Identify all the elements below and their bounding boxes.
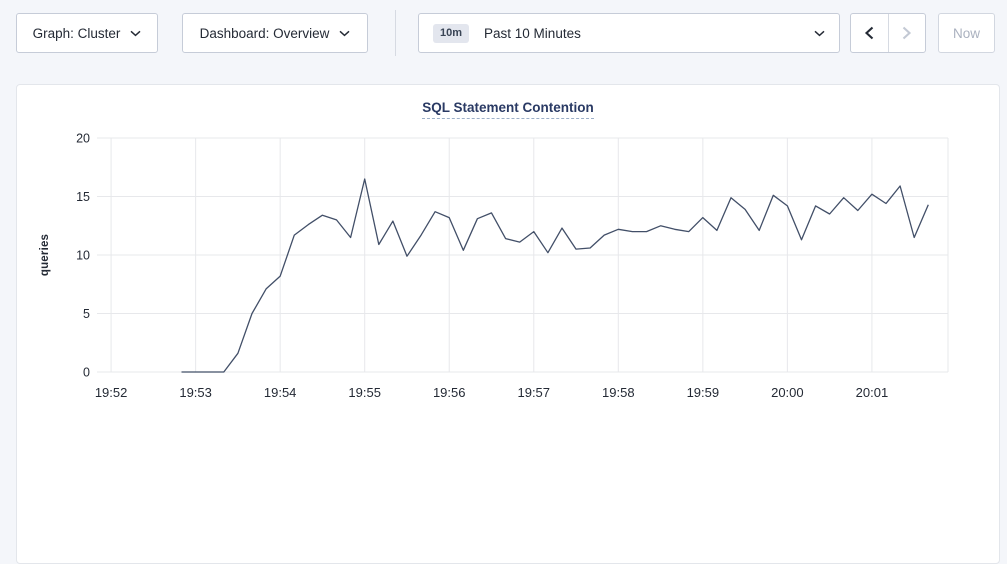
x-tick-label: 19:54 (264, 385, 297, 400)
y-axis-label: queries (39, 234, 51, 276)
chevron-down-icon (130, 30, 141, 36)
time-window-label: Past 10 Minutes (484, 25, 581, 41)
x-tick-label: 19:57 (517, 385, 550, 400)
y-tick-label: 0 (83, 366, 90, 380)
graph-dropdown-label: Graph: Cluster (32, 25, 121, 41)
toolbar: Graph: Cluster Dashboard: Overview 10m P… (0, 0, 1007, 56)
chevron-right-icon (903, 26, 912, 40)
x-tick-label: 20:01 (856, 385, 889, 400)
toolbar-divider (395, 10, 396, 56)
chevron-down-icon (339, 30, 350, 36)
time-range-picker[interactable]: 10m Past 10 Minutes (418, 13, 840, 53)
y-tick-label: 15 (76, 190, 90, 204)
dashboard-dropdown-label: Dashboard: Overview (199, 25, 330, 41)
chevron-down-icon (814, 30, 825, 36)
dashboard-dropdown[interactable]: Dashboard: Overview (182, 13, 368, 53)
y-tick-label: 5 (83, 307, 90, 321)
chart-title[interactable]: SQL Statement Contention (422, 100, 594, 119)
x-tick-label: 19:56 (433, 385, 466, 400)
x-tick-label: 19:52 (95, 385, 128, 400)
x-tick-label: 20:00 (771, 385, 804, 400)
chart-title-row: SQL Statement Contention (17, 99, 999, 131)
step-back-button[interactable] (851, 14, 889, 52)
time-step-buttons (850, 13, 926, 53)
x-tick-label: 19:58 (602, 385, 635, 400)
chart-svg[interactable]: 0 5 10 15 20 19:52 19:53 19:54 19:55 19:56 19:57 19… (17, 131, 999, 413)
x-tick-label: 19:53 (179, 385, 212, 400)
chevron-left-icon (864, 26, 873, 40)
series-line (181, 178, 929, 373)
now-button[interactable]: Now (938, 13, 995, 53)
y-tick-label: 20 (76, 132, 90, 146)
time-window-badge: 10m (433, 23, 470, 43)
step-forward-button[interactable] (889, 14, 926, 52)
y-tick-label: 10 (76, 249, 90, 263)
graph-dropdown[interactable]: Graph: Cluster (16, 13, 158, 53)
chart-card: SQL Statement Contention 0 5 10 15 20 19:52 19… (16, 84, 1000, 564)
x-tick-label: 19:55 (348, 385, 381, 400)
x-tick-label: 19:59 (687, 385, 720, 400)
